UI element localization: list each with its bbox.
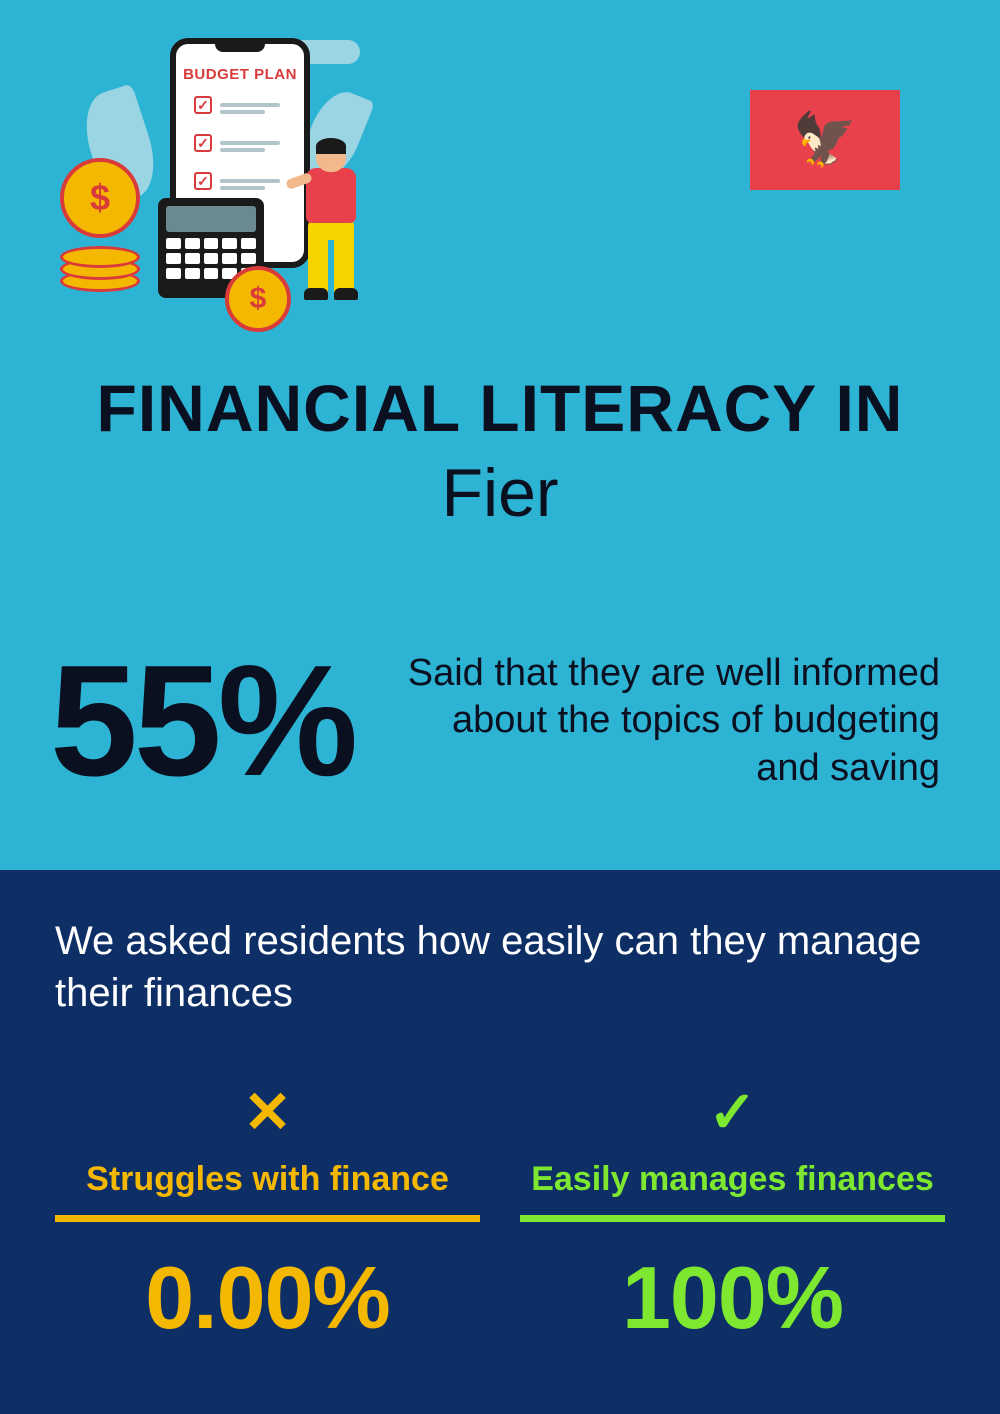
results-row: ✕ Struggles with finance 0.00% ✓ Easily … (55, 1084, 945, 1349)
top-section: BUDGET PLAN ✓ ✓ ✓ $ $ (0, 0, 1000, 870)
main-stat: 55% Said that they are well informed abo… (50, 642, 950, 800)
divider (55, 1215, 480, 1222)
easy-percentage: 100% (520, 1247, 945, 1349)
title-main: FINANCIAL LITERACY IN (50, 370, 950, 446)
coins-icon: $ (60, 210, 150, 300)
person-icon (298, 140, 378, 310)
checklist-item: ✓ (194, 96, 280, 114)
phone-label: BUDGET PLAN (176, 66, 304, 83)
stat-percentage: 55% (50, 642, 354, 800)
easy-label: Easily manages finances (520, 1160, 945, 1215)
divider (520, 1215, 945, 1222)
title-location: Fier (50, 454, 950, 532)
result-struggles: ✕ Struggles with finance 0.00% (55, 1084, 480, 1349)
checklist-item: ✓ (194, 134, 280, 152)
coin-icon: $ (225, 266, 291, 332)
budget-illustration: BUDGET PLAN ✓ ✓ ✓ $ $ (50, 30, 390, 320)
flag-eagle-icon: 🦅 (793, 114, 858, 166)
struggles-percentage: 0.00% (55, 1247, 480, 1349)
albania-flag: 🦅 (750, 90, 900, 190)
cross-icon: ✕ (55, 1084, 480, 1142)
bottom-section: We asked residents how easily can they m… (0, 870, 1000, 1414)
result-easy: ✓ Easily manages finances 100% (520, 1084, 945, 1349)
struggles-label: Struggles with finance (55, 1160, 480, 1215)
header-row: BUDGET PLAN ✓ ✓ ✓ $ $ (50, 30, 950, 330)
stat-description: Said that they are well informed about t… (382, 650, 950, 793)
title-block: FINANCIAL LITERACY IN Fier (50, 370, 950, 532)
checklist-item: ✓ (194, 172, 280, 190)
survey-question: We asked residents how easily can they m… (55, 915, 945, 1019)
check-icon: ✓ (520, 1084, 945, 1142)
